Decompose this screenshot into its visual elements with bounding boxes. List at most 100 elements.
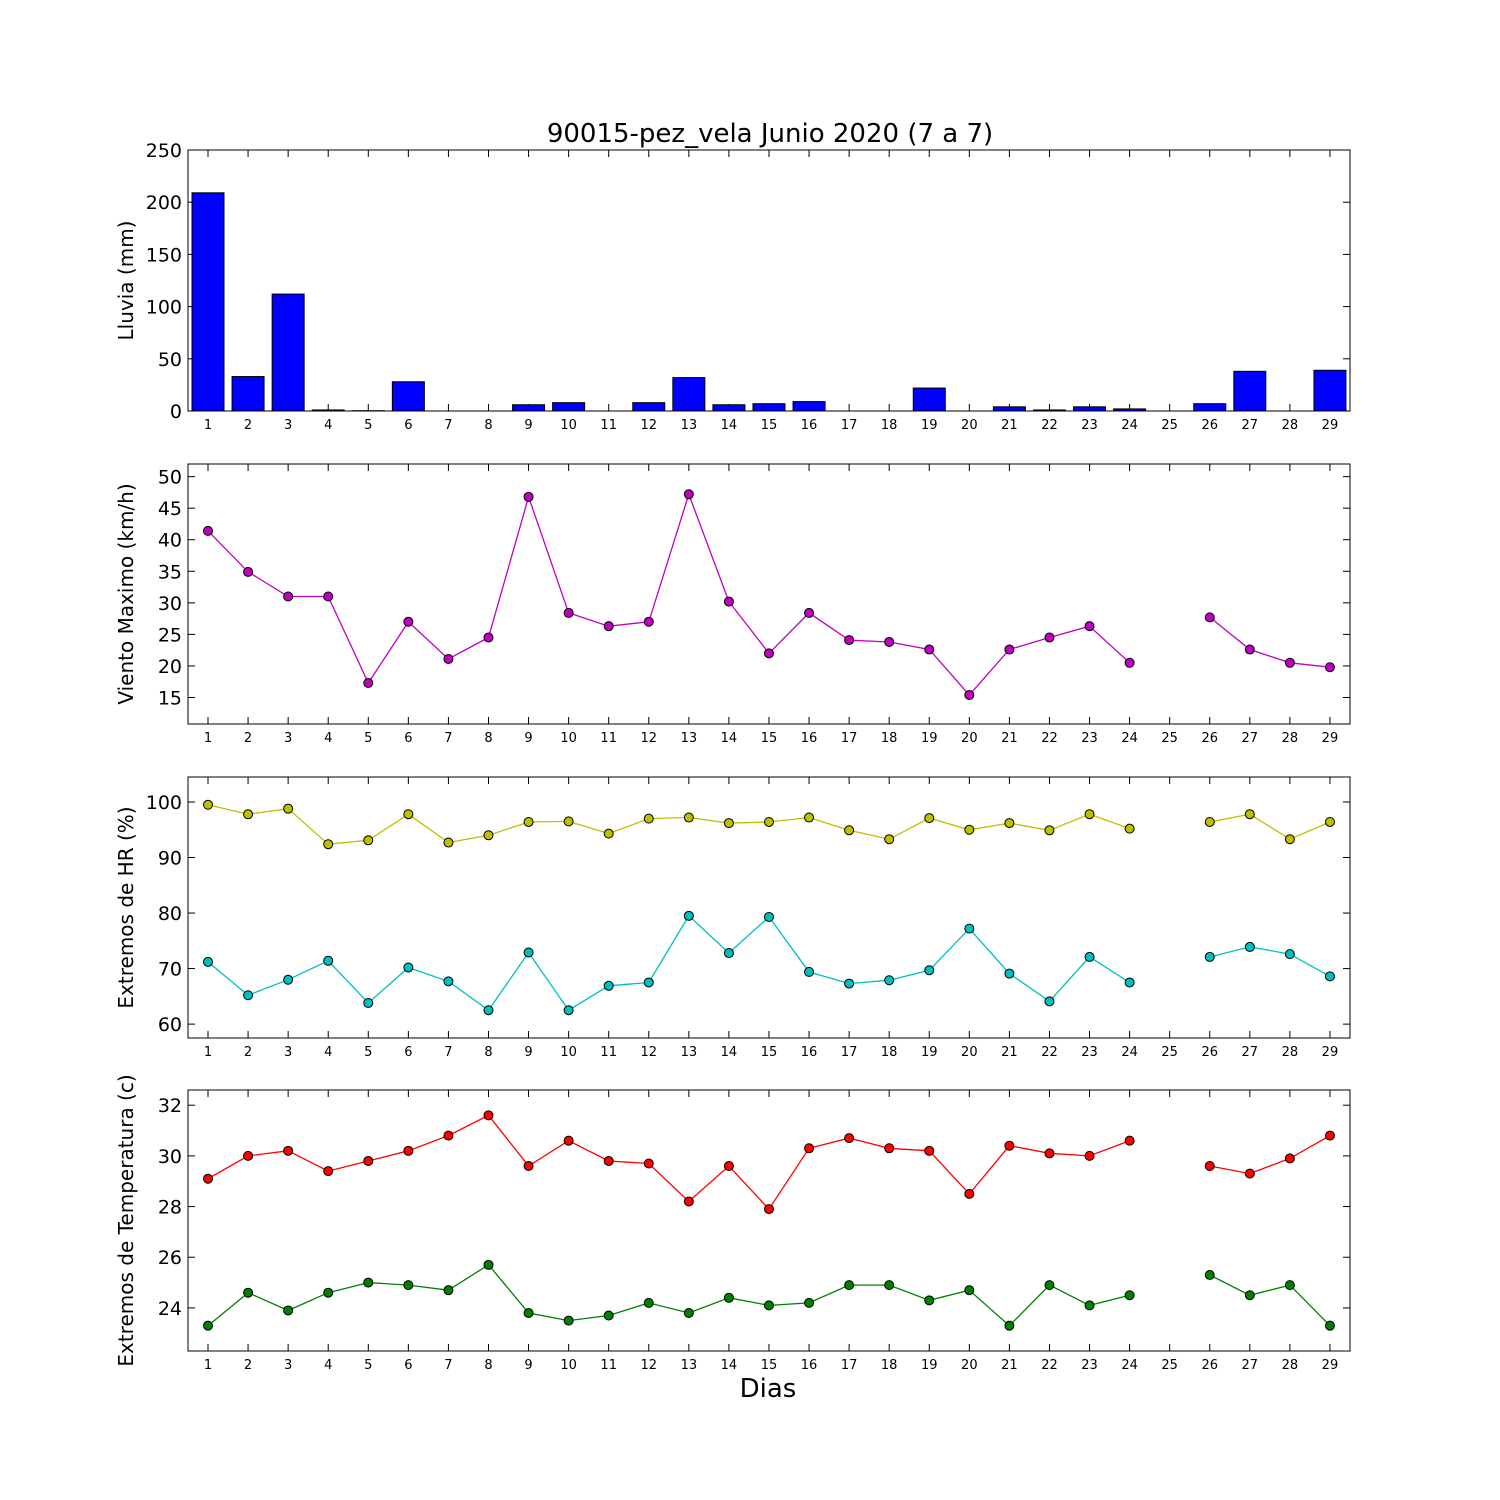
- x-tick-label: 15: [761, 731, 778, 746]
- x-tick-label: 21: [1001, 1045, 1018, 1060]
- temp-min-point: [403, 1280, 414, 1291]
- chart-title: 90015-pez_vela Junio 2020 (7 a 7): [547, 119, 993, 149]
- wind-max-point: [763, 648, 774, 659]
- x-tick-label: 21: [1001, 418, 1018, 433]
- hr-max-point: [844, 825, 855, 836]
- temp-min-point: [1084, 1300, 1095, 1311]
- x-tick-label: 15: [761, 1358, 778, 1373]
- temp-max-point: [1044, 1148, 1055, 1159]
- rain-bar: [792, 401, 826, 412]
- x-tick-label: 6: [404, 1045, 412, 1060]
- hr-min-point: [804, 966, 815, 977]
- temp-max-point: [1124, 1135, 1135, 1146]
- x-tick-label: 7: [444, 731, 452, 746]
- x-tick-label: 18: [881, 731, 898, 746]
- hr-min-point: [603, 980, 614, 991]
- x-tick-label: 10: [560, 1358, 577, 1373]
- y-tick-label: 30: [158, 1146, 182, 1168]
- temp-max-point: [1284, 1153, 1295, 1164]
- x-tick-label: 1: [204, 418, 212, 433]
- x-tick-label: 16: [801, 1045, 818, 1060]
- temp-max-point: [443, 1130, 454, 1141]
- x-tick-label: 28: [1282, 1045, 1299, 1060]
- plot-frame: [187, 149, 1351, 412]
- y-axis-label: Lluvia (mm): [114, 221, 138, 341]
- x-tick-label: 24: [1121, 418, 1138, 433]
- x-tick-label: 1: [204, 1045, 212, 1060]
- rain-bar: [912, 387, 946, 412]
- x-tick-label: 8: [484, 418, 492, 433]
- x-tick-label: 15: [761, 418, 778, 433]
- rain-bar: [1032, 409, 1066, 412]
- x-tick-label: 8: [484, 1358, 492, 1373]
- hr-min-point: [643, 977, 654, 988]
- x-tick-label: 12: [640, 1045, 657, 1060]
- x-tick-label: 22: [1041, 1358, 1058, 1373]
- rain-bar: [552, 402, 586, 412]
- x-tick-label: 26: [1201, 1045, 1218, 1060]
- temp-min-point: [1204, 1269, 1215, 1280]
- x-tick-label: 2: [244, 731, 252, 746]
- x-tick-label: 23: [1081, 731, 1098, 746]
- hr-min-point: [363, 998, 374, 1009]
- wind-max-point: [1044, 632, 1055, 643]
- temp-max-point: [924, 1145, 935, 1156]
- x-tick-label: 3: [284, 1045, 292, 1060]
- x-tick-label: 27: [1242, 1358, 1259, 1373]
- x-tick-label: 22: [1041, 1045, 1058, 1060]
- x-tick-label: 10: [560, 731, 577, 746]
- hr-max-point: [1324, 816, 1335, 827]
- x-tick-label: 5: [364, 418, 372, 433]
- x-tick-label: 28: [1282, 731, 1299, 746]
- wind-max-point: [1204, 612, 1215, 623]
- rain-bar: [1233, 370, 1267, 412]
- x-tick-label: 20: [961, 1045, 978, 1060]
- hr-max-point: [523, 816, 534, 827]
- y-tick-label: 25: [158, 624, 182, 646]
- x-tick-label: 23: [1081, 418, 1098, 433]
- x-tick-label: 1: [204, 731, 212, 746]
- x-tick-label: 19: [921, 1045, 938, 1060]
- temp-max-line: [207, 1114, 1130, 1211]
- temp-min-point: [804, 1297, 815, 1308]
- hr-max-point: [723, 818, 734, 829]
- wind-max-point: [283, 591, 294, 602]
- temp-min-point: [243, 1287, 254, 1298]
- y-tick-label: 30: [158, 593, 182, 615]
- hr-min-point: [1244, 941, 1255, 952]
- rain-bar: [712, 404, 746, 412]
- wind-max-point: [1284, 657, 1295, 668]
- x-tick-label: 6: [404, 731, 412, 746]
- wind-max-point: [924, 644, 935, 655]
- x-tick-label: 12: [640, 418, 657, 433]
- x-tick-label: 2: [244, 1045, 252, 1060]
- x-tick-label: 4: [324, 731, 332, 746]
- hr-min-point: [683, 910, 694, 921]
- plot-frame: [187, 463, 1351, 725]
- x-tick-label: 18: [881, 1358, 898, 1373]
- x-tick-label: 19: [921, 731, 938, 746]
- rain-bar: [1073, 406, 1107, 412]
- hr-min-point: [1124, 977, 1135, 988]
- temp-min-point: [483, 1259, 494, 1270]
- x-tick-label: 3: [284, 1358, 292, 1373]
- wind-max-line: [207, 492, 1131, 696]
- x-tick-label: 23: [1081, 1045, 1098, 1060]
- hr-min-point: [563, 1005, 574, 1016]
- temp-max-point: [683, 1196, 694, 1207]
- hr-min-point: [443, 976, 454, 987]
- temp-min-point: [523, 1307, 534, 1318]
- y-tick-label: 24: [158, 1298, 182, 1320]
- y-tick-label: 15: [158, 687, 182, 709]
- temp-min-point: [443, 1285, 454, 1296]
- rain-bar: [752, 403, 786, 412]
- x-tick-label: 25: [1161, 418, 1178, 433]
- x-tick-label: 11: [600, 731, 617, 746]
- x-tick-label: 4: [324, 1358, 332, 1373]
- temp-min-point: [323, 1287, 334, 1298]
- hr-max-point: [1004, 818, 1015, 829]
- wind-max-point: [483, 632, 494, 643]
- temp-max-point: [1324, 1130, 1335, 1141]
